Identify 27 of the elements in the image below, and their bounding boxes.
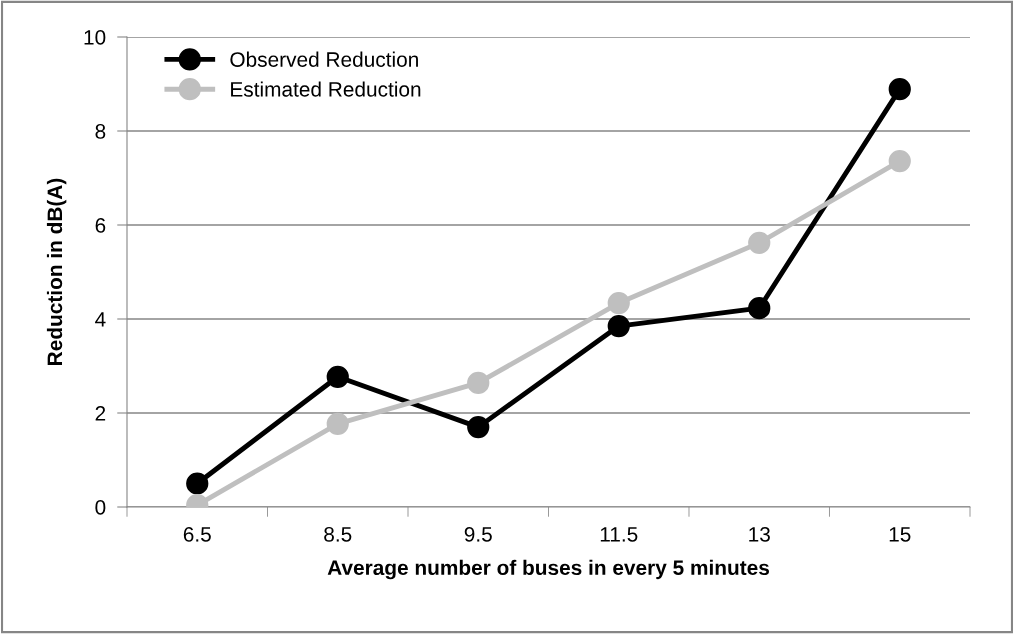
x-tick-label: 9.5 <box>464 526 492 542</box>
point <box>467 415 490 439</box>
point <box>326 365 349 388</box>
point <box>888 78 911 101</box>
legend-label: Observed Reduction <box>230 51 418 67</box>
x-tick-label: 15 <box>889 527 911 542</box>
point <box>607 291 630 315</box>
point <box>326 412 349 435</box>
point <box>607 314 630 338</box>
x-axis-title: Average number of buses in every 5 minutes <box>327 559 769 580</box>
legend-label: Estimated Reduction <box>231 81 421 97</box>
x-tick-label: 6.5 <box>183 526 211 542</box>
x-tick-label: 13 <box>749 526 770 542</box>
y-axis-title: Reduction in dB(A) <box>46 178 67 365</box>
x-tick-label: 8.5 <box>324 526 352 542</box>
y-tick-label: 4 <box>95 312 106 327</box>
y-tick-label: 8 <box>95 124 106 139</box>
y-tick-label: 2 <box>95 406 106 421</box>
point <box>748 231 771 254</box>
x-tick-label: 11.5 <box>600 527 638 542</box>
y-tick-label: 0 <box>95 500 106 515</box>
point <box>467 371 490 395</box>
point <box>186 472 209 495</box>
point <box>748 297 771 320</box>
y-tick-label: 10 <box>84 30 106 45</box>
y-tick-label: 6 <box>95 218 106 233</box>
point <box>888 149 911 173</box>
